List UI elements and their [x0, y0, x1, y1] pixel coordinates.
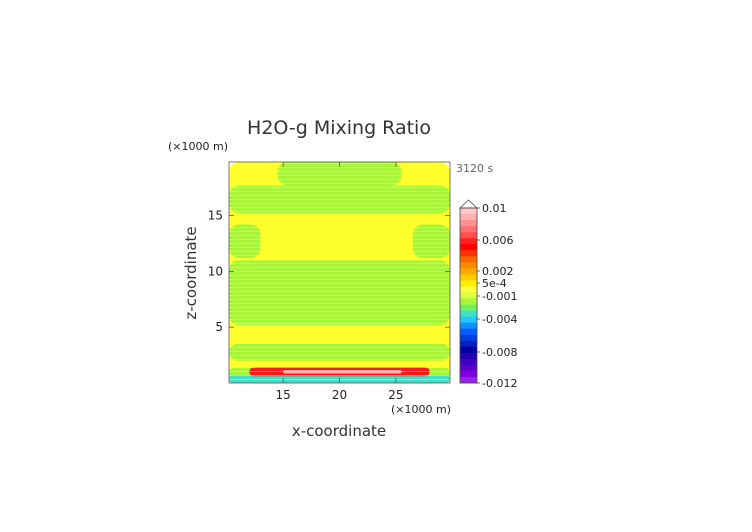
colorbar-band	[460, 370, 477, 378]
x-axis-ticks: 15 20 25	[275, 162, 404, 402]
colorbar-label: 0.01	[482, 202, 507, 215]
colorbar-band	[460, 256, 477, 263]
plot-field	[229, 162, 450, 383]
colorbar-label: -0.004	[482, 313, 517, 326]
colorbar-band	[460, 268, 477, 275]
colorbar-label: -0.012	[482, 377, 517, 390]
y-axis-unit: (×1000 m)	[168, 140, 228, 153]
colorbar-band	[460, 376, 477, 384]
colorbar-band	[460, 316, 477, 323]
colorbar-band	[460, 304, 477, 311]
colorbar-band	[460, 232, 477, 239]
colorbar-frame	[459, 207, 478, 384]
colorbar-band	[460, 352, 477, 360]
colorbar-label: 0.002	[482, 265, 514, 278]
colorbar-band	[460, 274, 477, 281]
colorbar-label: 5e-4	[482, 277, 507, 290]
colorbar-extend-arrow	[458, 199, 479, 209]
colorbar-label: 0.006	[482, 234, 514, 247]
x-axis-label: x-coordinate	[292, 422, 386, 440]
colorbar-band	[460, 328, 477, 336]
colorbar-band	[460, 244, 477, 251]
colorbar-band	[460, 226, 477, 233]
y-tick-label: 10	[208, 264, 223, 278]
field-hatch-overlay	[229, 162, 450, 383]
colorbar-label: -0.001	[482, 290, 517, 303]
y-tick-label: 15	[208, 209, 223, 223]
colorbar-band	[460, 208, 477, 215]
colorbar-band	[460, 334, 477, 342]
x-axis-unit: (×1000 m)	[391, 403, 451, 416]
time-label: 3120 s	[456, 162, 493, 175]
x-tick-label: 15	[275, 388, 290, 402]
y-tick-label: 5	[215, 320, 223, 334]
y-axis-label: z-coordinate	[182, 226, 200, 319]
colorbar-band	[460, 280, 477, 287]
y-axis-ticks: 5 10 15	[208, 209, 450, 334]
colorbar-band	[460, 220, 477, 227]
colorbar	[458, 199, 479, 384]
colorbar-band	[460, 364, 477, 372]
colorbar-band	[460, 346, 477, 354]
colorbar-band	[460, 298, 477, 305]
colorbar-band	[460, 262, 477, 269]
x-tick-label: 25	[388, 388, 403, 402]
colorbar-band	[460, 358, 477, 366]
chart-title: H2O-g Mixing Ratio	[247, 117, 431, 139]
colorbar-band	[460, 250, 477, 257]
colorbar-band	[460, 292, 477, 299]
colorbar-band	[460, 310, 477, 317]
colorbar-label: -0.008	[482, 346, 517, 359]
colorbar-band	[460, 214, 477, 221]
colorbar-band	[460, 238, 477, 245]
colorbar-band	[460, 286, 477, 293]
x-tick-label: 20	[332, 388, 347, 402]
colorbar-band	[460, 340, 477, 348]
colorbar-band	[460, 322, 477, 329]
